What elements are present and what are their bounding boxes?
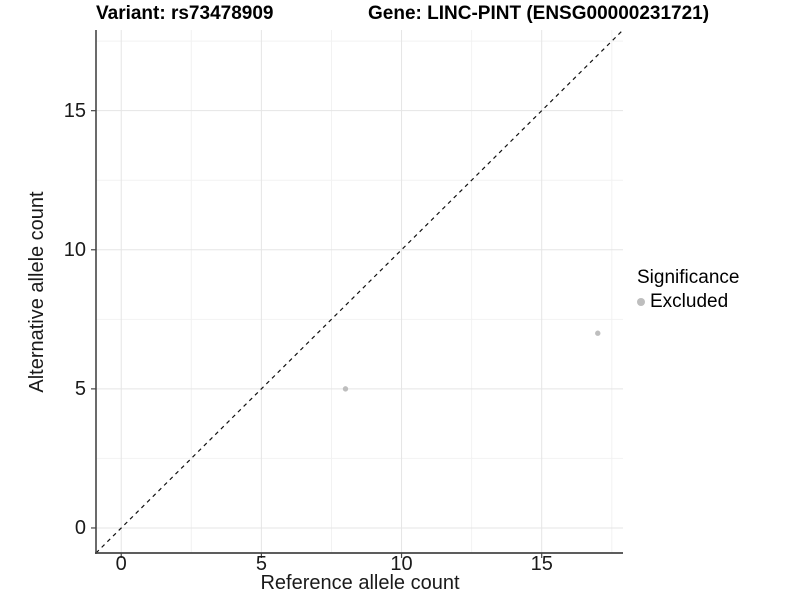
y-tick-label: 5 — [74, 377, 86, 400]
excluded-point-icon — [637, 297, 645, 306]
legend-item-excluded: Excluded — [637, 290, 739, 313]
gene-title: Gene: LINC-PINT (ENSG00000231721) — [368, 3, 710, 24]
variant-title: Variant: rs73478909 — [96, 3, 274, 24]
legend-item-label: Excluded — [650, 291, 729, 312]
y-axis-title: Alternative allele count — [26, 191, 48, 393]
x-tick-label: 5 — [255, 553, 267, 575]
data-point — [342, 386, 349, 392]
y-tick-label: 10 — [63, 238, 86, 261]
y-tick-label: 15 — [63, 99, 86, 122]
y-tick-label: 0 — [74, 516, 86, 539]
identity-line — [95, 29, 624, 554]
x-axis-title: Reference allele count — [260, 572, 460, 594]
legend: Significance Excluded — [637, 266, 739, 313]
x-tick-label: 15 — [530, 553, 553, 575]
x-tick-label: 0 — [115, 553, 127, 575]
legend-title: Significance — [637, 267, 740, 288]
x-tick-label: 10 — [390, 553, 413, 575]
data-point — [595, 330, 601, 336]
